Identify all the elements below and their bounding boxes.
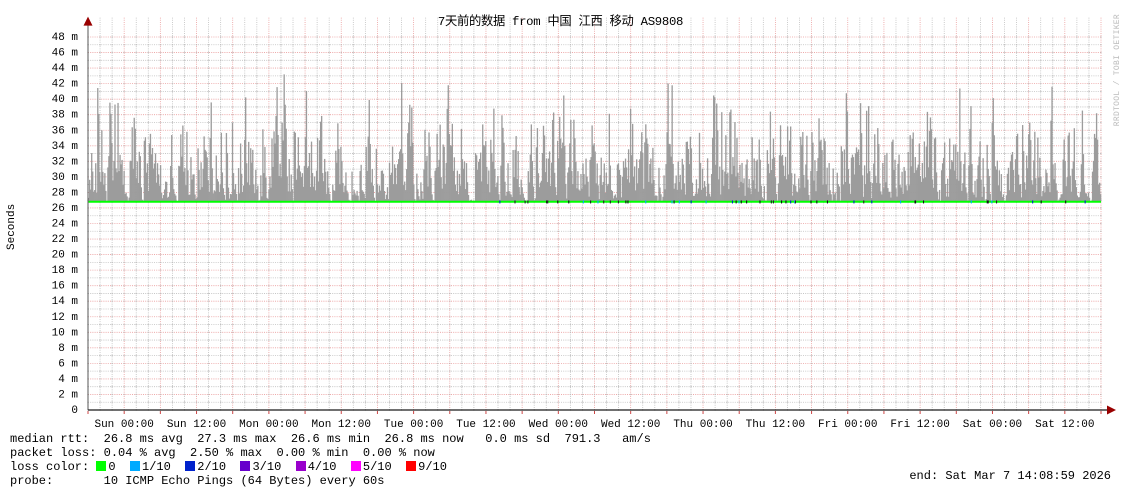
svg-text:16 m: 16 m	[52, 281, 79, 293]
svg-text:8 m: 8 m	[58, 343, 78, 355]
svg-text:12 m: 12 m	[52, 312, 79, 324]
svg-text:48 m: 48 m	[52, 32, 79, 44]
svg-text:2 m: 2 m	[58, 389, 78, 401]
svg-text:30 m: 30 m	[52, 172, 79, 184]
svg-text:Fri 00:00: Fri 00:00	[818, 419, 877, 431]
svg-text:26 m: 26 m	[52, 203, 79, 215]
svg-text:44 m: 44 m	[52, 63, 79, 75]
svg-text:18 m: 18 m	[52, 265, 79, 277]
svg-text:22 m: 22 m	[52, 234, 79, 246]
svg-text:Sun 00:00: Sun 00:00	[94, 419, 153, 431]
svg-text:Tue 00:00: Tue 00:00	[384, 419, 443, 431]
svg-text:0: 0	[71, 405, 78, 417]
svg-text:Thu 12:00: Thu 12:00	[746, 419, 805, 431]
svg-text:Fri 12:00: Fri 12:00	[890, 419, 949, 431]
svg-text:Wed 00:00: Wed 00:00	[529, 419, 588, 431]
svg-text:34 m: 34 m	[52, 141, 79, 153]
svg-text:38 m: 38 m	[52, 110, 79, 122]
svg-text:42 m: 42 m	[52, 79, 79, 91]
svg-text:40 m: 40 m	[52, 94, 79, 106]
svg-text:4 m: 4 m	[58, 374, 78, 386]
svg-text:Sat 00:00: Sat 00:00	[963, 419, 1022, 431]
svg-text:32 m: 32 m	[52, 156, 79, 168]
svg-text:Mon 00:00: Mon 00:00	[239, 419, 298, 431]
svg-text:Tue 12:00: Tue 12:00	[456, 419, 515, 431]
svg-text:Mon 12:00: Mon 12:00	[312, 419, 371, 431]
svg-text:36 m: 36 m	[52, 125, 79, 137]
svg-text:Thu 00:00: Thu 00:00	[673, 419, 732, 431]
svg-text:20 m: 20 m	[52, 250, 79, 262]
svg-text:14 m: 14 m	[52, 296, 79, 308]
svg-text:46 m: 46 m	[52, 48, 79, 60]
svg-text:Sat 12:00: Sat 12:00	[1035, 419, 1094, 431]
svg-text:10 m: 10 m	[52, 327, 79, 339]
svg-text:28 m: 28 m	[52, 187, 79, 199]
svg-text:24 m: 24 m	[52, 219, 79, 231]
svg-text:Sun 12:00: Sun 12:00	[167, 419, 226, 431]
svg-text:6 m: 6 m	[58, 358, 78, 370]
svg-text:Wed 12:00: Wed 12:00	[601, 419, 660, 431]
